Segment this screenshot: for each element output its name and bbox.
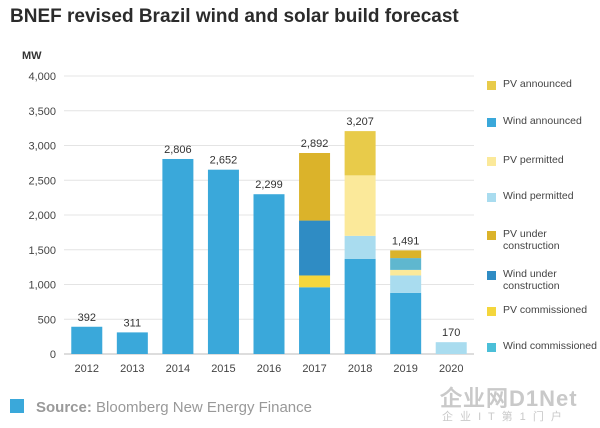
- bar-total-label: 170: [442, 327, 460, 339]
- bar-total-label: 2,892: [301, 138, 329, 150]
- bar-segment: [390, 258, 422, 270]
- bar-total-label: 2,806: [164, 144, 192, 156]
- bar-total-label: 3,207: [346, 116, 374, 128]
- bar-segment: [299, 220, 331, 276]
- bar-segment: [390, 269, 422, 276]
- x-tick-label: 2019: [393, 363, 417, 375]
- source-swatch: [10, 399, 24, 413]
- bar-segment: [390, 275, 422, 293]
- source-text: Bloomberg New Energy Finance: [96, 399, 312, 416]
- bar-segment: [299, 153, 331, 221]
- bar-segment: [390, 292, 422, 354]
- y-tick-label: 3,500: [28, 106, 56, 118]
- bar-segment: [207, 169, 239, 354]
- watermark-sub: 企 业 I T 第 1 门 户: [442, 411, 564, 423]
- x-tick-label: 2013: [120, 363, 144, 375]
- bar-segment: [344, 175, 376, 236]
- legend-label: PV permitted: [503, 154, 564, 166]
- legend-label: PV commissioned: [503, 304, 588, 316]
- legend-label: Wind permitted: [503, 190, 574, 202]
- y-tick-label: 1,000: [28, 280, 56, 292]
- bar-total-label: 1,491: [392, 235, 420, 247]
- x-tick-label: 2020: [439, 363, 463, 375]
- x-tick-label: 2018: [348, 363, 372, 375]
- legend-label: Wind commissioned: [503, 340, 597, 352]
- x-tick-label: 2014: [166, 363, 190, 375]
- legend-swatch: [487, 81, 496, 90]
- y-tick-label: 2,000: [28, 210, 56, 222]
- y-tick-label: 1,500: [28, 245, 56, 257]
- bar-total-label: 2,299: [255, 179, 283, 191]
- bar-segment: [253, 194, 285, 354]
- legend-label: PV announced: [503, 78, 572, 90]
- legend-swatch: [487, 193, 496, 202]
- bar-segment: [116, 332, 148, 354]
- bar-segment: [435, 342, 467, 354]
- bar-segment: [71, 326, 103, 354]
- source-note: Source: Bloomberg New Energy Finance: [10, 399, 312, 416]
- y-tick-label: 3,000: [28, 141, 56, 153]
- y-tick-label: 4,000: [28, 71, 56, 83]
- bar-total-label: 2,652: [210, 155, 238, 167]
- bar-segment: [390, 250, 422, 259]
- legend-label: Wind under construction: [503, 268, 560, 292]
- bar-segment: [299, 287, 331, 354]
- legend-swatch: [487, 343, 496, 352]
- bar-segment: [299, 275, 331, 288]
- legend-swatch: [487, 231, 496, 240]
- watermark-main: 企业网D1Net: [440, 386, 578, 411]
- x-tick-label: 2012: [75, 363, 99, 375]
- x-tick-label: 2015: [211, 363, 235, 375]
- legend-label: PV under construction: [503, 228, 560, 252]
- bar-total-label: 311: [124, 317, 142, 329]
- bar-segment: [344, 258, 376, 354]
- y-tick-label: 0: [50, 349, 56, 361]
- legend-swatch: [487, 118, 496, 127]
- legend-swatch: [487, 271, 496, 280]
- bar-segment: [344, 131, 376, 176]
- bar-total-label: 392: [78, 312, 96, 324]
- legend-label: Wind announced: [503, 115, 582, 127]
- source-prefix: Source:: [36, 399, 92, 416]
- chart-title: BNEF revised Brazil wind and solar build…: [10, 6, 459, 27]
- y-axis-unit: MW: [22, 50, 42, 62]
- y-tick-label: 2,500: [28, 175, 56, 187]
- x-tick-label: 2016: [257, 363, 281, 375]
- x-tick-label: 2017: [302, 363, 326, 375]
- legend-swatch: [487, 307, 496, 316]
- legend-swatch: [487, 157, 496, 166]
- y-tick-label: 500: [38, 314, 56, 326]
- bar-segment: [162, 158, 194, 354]
- bar-segment: [344, 235, 376, 259]
- watermark-logo: 企业网D1Net 企 业 I T 第 1 门 户: [440, 381, 596, 423]
